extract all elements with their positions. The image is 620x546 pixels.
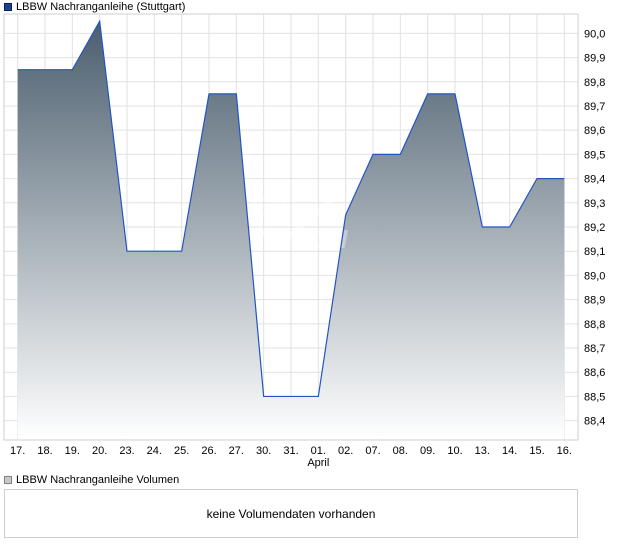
x-tick-label: 02.	[338, 445, 353, 457]
x-tick-label: 24.	[147, 445, 162, 457]
x-tick-label: 26.	[201, 445, 216, 457]
y-tick-label: 89,0	[584, 270, 605, 282]
x-tick-label: 19.	[65, 445, 80, 457]
x-tick-label: 16.	[557, 445, 572, 457]
x-tick-label: 25.	[174, 445, 189, 457]
y-tick-label: 88,9	[584, 295, 605, 307]
price-area	[17, 21, 565, 440]
y-tick-label: 89,5	[584, 149, 605, 161]
y-tick-label: 89,6	[584, 125, 605, 137]
watermark: EN CH	[250, 191, 349, 254]
y-tick-label: 89,2	[584, 222, 605, 234]
x-tick-label: 13.	[475, 445, 490, 457]
y-tick-label: 88,6	[584, 367, 605, 379]
x-tick-label: 08.	[393, 445, 408, 457]
y-tick-label: 89,1	[584, 246, 605, 258]
x-tick-label: 14.	[502, 445, 517, 457]
price-legend: LBBW Nachranganleihe (Stuttgart)	[4, 0, 185, 14]
x-tick-label: 18.	[37, 445, 52, 457]
x-tick-label: 15.	[529, 445, 544, 457]
x-tick-label: 10.	[447, 445, 462, 457]
y-tick-label: 88,7	[584, 343, 605, 355]
plot-frame	[3, 13, 579, 441]
x-tick-label: 09.	[420, 445, 435, 457]
x-tick-label: 17.	[10, 445, 25, 457]
y-tick-label: 89,7	[584, 101, 605, 113]
y-tick-label: 88,5	[584, 391, 605, 403]
y-tick-label: 89,4	[584, 174, 605, 186]
y-tick-label: 88,4	[584, 416, 605, 428]
volume-legend-swatch	[4, 476, 12, 484]
price-line	[17, 19, 565, 398]
x-tick-label: 20.	[92, 445, 107, 457]
watermark-text-1: EN	[250, 191, 287, 221]
x-tick-label: 23.	[119, 445, 134, 457]
y-tick-label: 89,3	[584, 198, 605, 210]
price-legend-swatch	[4, 3, 12, 11]
x-tick-label: 31.	[283, 445, 298, 457]
volume-legend: LBBW Nachranganleihe Volumen	[4, 473, 179, 487]
x-tick-label: 07.	[365, 445, 380, 457]
volume-legend-label: LBBW Nachranganleihe Volumen	[16, 474, 180, 486]
y-tick-label: 89,8	[584, 77, 605, 89]
watermark-check-icon	[256, 198, 334, 250]
x-axis: April 17. 18. 19. 20. 23. 24. 25. 26. 27. 30. 31. 0…	[10, 445, 572, 469]
volume-panel: keine Volumendaten vorhanden	[4, 489, 578, 538]
y-axis: 90,0 89,9 89,8 89,7 89,6 89,5 89,4 89,3 89,2 89,1…	[584, 28, 605, 427]
price-legend-label: LBBW Nachranganleihe (Stuttgart)	[16, 1, 186, 13]
x-axis-month-label: April	[307, 457, 329, 469]
x-tick-label: 30.	[256, 445, 271, 457]
x-tick-label: 01.	[311, 445, 326, 457]
y-tick-label: 90,0	[584, 28, 605, 40]
watermark-text-2: CH	[310, 224, 349, 254]
x-tick-label: 27.	[229, 445, 244, 457]
price-chart: EN CH 90,0 89,9 89,8 89,7 89,6 89,5 89,4 89,3 89…	[3, 13, 605, 469]
y-tick-label: 88,8	[584, 319, 605, 331]
volume-empty-message: keine Volumendaten vorhanden	[206, 506, 376, 521]
y-tick-label: 89,9	[584, 53, 605, 65]
